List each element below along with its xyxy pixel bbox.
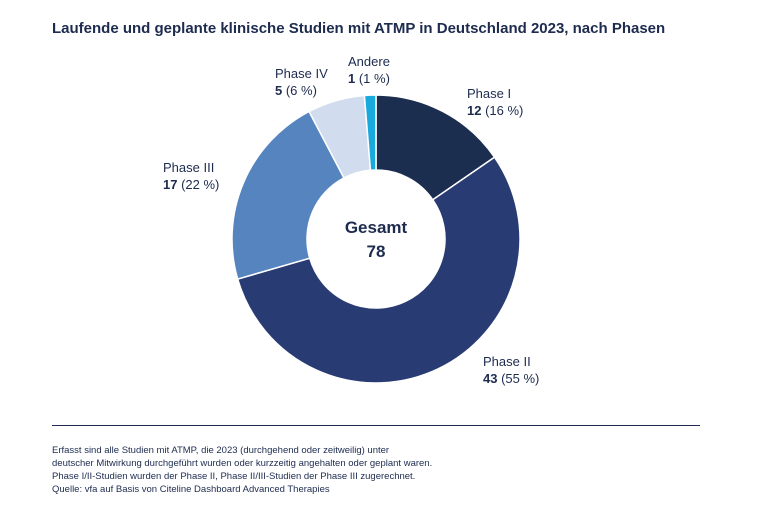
footer-notes: Erfasst sind alle Studien mit ATMP, die … (52, 444, 432, 496)
slice-label: Phase I (467, 86, 511, 101)
slice-label: Andere (348, 54, 390, 69)
footer-line: Phase I/II-Studien wurden der Phase II, … (52, 471, 416, 482)
donut-chart: Phase I 12 (16 %) Phase II 43 (55 %) Phase I… (163, 54, 539, 386)
slice-phase-iii (231, 110, 345, 280)
center-total-value: 78 (367, 242, 386, 261)
slice-value-label: 5 (6 %) (275, 83, 317, 98)
center-label: Gesamt (345, 218, 408, 237)
slice-value-label: 1 (1 %) (348, 71, 390, 86)
footer-line: Erfasst sind alle Studien mit ATMP, die … (52, 445, 390, 456)
chart-title: Laufende und geplante klinische Studien … (52, 20, 666, 37)
slice-andere (363, 94, 377, 172)
footer-line: deutscher Mitwirkung durchgeführt wurden… (52, 458, 433, 469)
slice-label: Phase IV (275, 66, 328, 81)
slice-value-label: 43 (55 %) (483, 371, 539, 386)
footer-divider (52, 425, 700, 426)
slice-label: Phase II (483, 354, 531, 369)
source-line: Quelle: vfa auf Basis von Citeline Dashb… (52, 484, 330, 495)
slice-phase-ii (236, 156, 521, 384)
slice-value-label: 12 (16 %) (467, 103, 523, 118)
slice-value-label: 17 (22 %) (163, 177, 219, 192)
slice-label: Phase III (163, 160, 214, 175)
